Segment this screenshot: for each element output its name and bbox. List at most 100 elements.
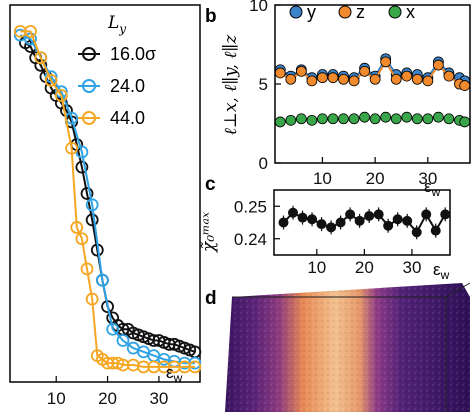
- legend-label-44: 44.0: [110, 108, 145, 128]
- data-point: [383, 220, 394, 231]
- data-point: [85, 292, 99, 306]
- data-point: [278, 217, 289, 228]
- panel-d: d: [205, 282, 471, 412]
- data-point: [34, 51, 48, 65]
- legend-item-16: 16.0σ: [78, 44, 156, 64]
- data-point: [401, 111, 413, 123]
- panel-a-frame: [9, 4, 201, 383]
- data-point: [188, 360, 202, 374]
- y-tick-label: 0.25: [234, 197, 267, 216]
- data-point: [459, 80, 471, 91]
- panel-b-xticks: 10 20 30: [313, 157, 437, 188]
- panel-b-frame: [274, 4, 471, 164]
- panel-b-legend: y z x: [289, 2, 415, 22]
- legend-label-16: 16.0σ: [110, 44, 156, 64]
- data-point: [295, 113, 307, 125]
- data-point: [274, 67, 286, 79]
- data-point: [348, 113, 360, 125]
- legend-marker-44: [82, 111, 96, 125]
- legend-label-z: z: [356, 2, 365, 22]
- x-tick-label: 10: [313, 169, 332, 188]
- data-point: [54, 89, 68, 102]
- panel-b: b 0 5 10 10 20 30 y z x ℓ⊥x, ℓ∥y, ℓ∥z εw: [205, 0, 471, 199]
- data-point: [285, 114, 297, 126]
- data-point: [106, 322, 120, 336]
- panel-c-yticks: 0.24 0.25: [234, 197, 280, 249]
- panel-a: 10 20 30 Ly 16.0σ 24.0 44.0 εw: [9, 4, 202, 408]
- data-point: [327, 113, 339, 125]
- data-point: [316, 219, 327, 230]
- panel-b-ylabel: ℓ⊥x, ℓ∥y, ℓ∥z: [221, 34, 241, 135]
- panel-label-c: c: [205, 174, 216, 195]
- data-point: [411, 227, 422, 238]
- y-tick-label: 0: [259, 154, 268, 173]
- data-point: [359, 65, 370, 77]
- legend-marker-z: [338, 5, 352, 19]
- data-point: [317, 72, 328, 84]
- x-tick-label: 20: [98, 389, 117, 408]
- data-point: [274, 116, 286, 128]
- data-point: [369, 113, 381, 125]
- data-point: [297, 212, 308, 223]
- data-point: [317, 113, 328, 125]
- data-point: [392, 214, 403, 225]
- legend-label-y: y: [307, 2, 316, 22]
- panel-c-series: [278, 205, 451, 240]
- slab-texture: [225, 283, 470, 412]
- data-point: [295, 65, 307, 77]
- panel-c-ylabel: χ̃₀ᵐᵃˣ: [199, 212, 219, 253]
- data-point: [24, 24, 37, 38]
- panel-label-d: d: [205, 288, 217, 309]
- data-point: [459, 116, 471, 128]
- legend-label-x: x: [406, 2, 415, 22]
- data-point: [359, 111, 370, 123]
- data-point: [430, 225, 441, 236]
- data-point: [443, 70, 455, 82]
- data-point: [369, 73, 381, 85]
- data-point: [345, 209, 356, 220]
- data-point: [96, 273, 109, 287]
- data-point: [380, 111, 392, 123]
- data-point: [65, 141, 79, 155]
- legend-marker-16: [82, 47, 96, 61]
- data-point: [440, 209, 451, 220]
- slab-box-edge-top: [445, 282, 471, 298]
- data-point: [364, 211, 375, 221]
- y-tick-label: 0.24: [234, 230, 267, 249]
- panel-b-yticks: 0 5 10: [249, 0, 281, 173]
- panel-a-xticks: 10 20 30: [47, 376, 168, 408]
- data-point: [80, 187, 94, 200]
- data-point: [390, 73, 402, 85]
- data-point: [75, 232, 89, 246]
- legend-item-44: 44.0: [78, 108, 145, 128]
- x-tick-label: 30: [149, 389, 168, 408]
- panel-c-frame: [273, 189, 451, 256]
- data-point: [402, 215, 413, 226]
- data-point: [432, 59, 444, 71]
- data-point: [401, 70, 413, 82]
- x-tick-label: 10: [307, 258, 326, 277]
- panel-c: c 0.24 0.25 10 20 30 χ̃₀ᵐᵃˣ εw: [199, 174, 451, 282]
- series-line-1: [19, 34, 195, 365]
- panel-b-series: [274, 53, 471, 128]
- y-tick-label: 10: [249, 0, 268, 15]
- data-point: [80, 262, 94, 276]
- x-tick-label: 30: [418, 169, 437, 188]
- legend-marker-24: [82, 79, 96, 93]
- panel-a-legend: Ly 16.0σ 24.0 44.0: [78, 13, 156, 128]
- x-tick-label: 20: [355, 258, 374, 277]
- data-point: [338, 73, 349, 85]
- data-point: [85, 213, 99, 227]
- data-point: [327, 72, 339, 84]
- data-point: [75, 160, 89, 174]
- data-point: [443, 113, 455, 125]
- panel-c-xticks: 10 20 30: [307, 249, 421, 277]
- data-point: [288, 207, 299, 218]
- panel-label-b: b: [205, 6, 217, 27]
- data-point: [380, 56, 392, 68]
- data-point: [373, 209, 384, 220]
- data-point: [411, 73, 423, 85]
- legend-label-24: 24.0: [110, 76, 145, 96]
- data-point: [338, 113, 349, 125]
